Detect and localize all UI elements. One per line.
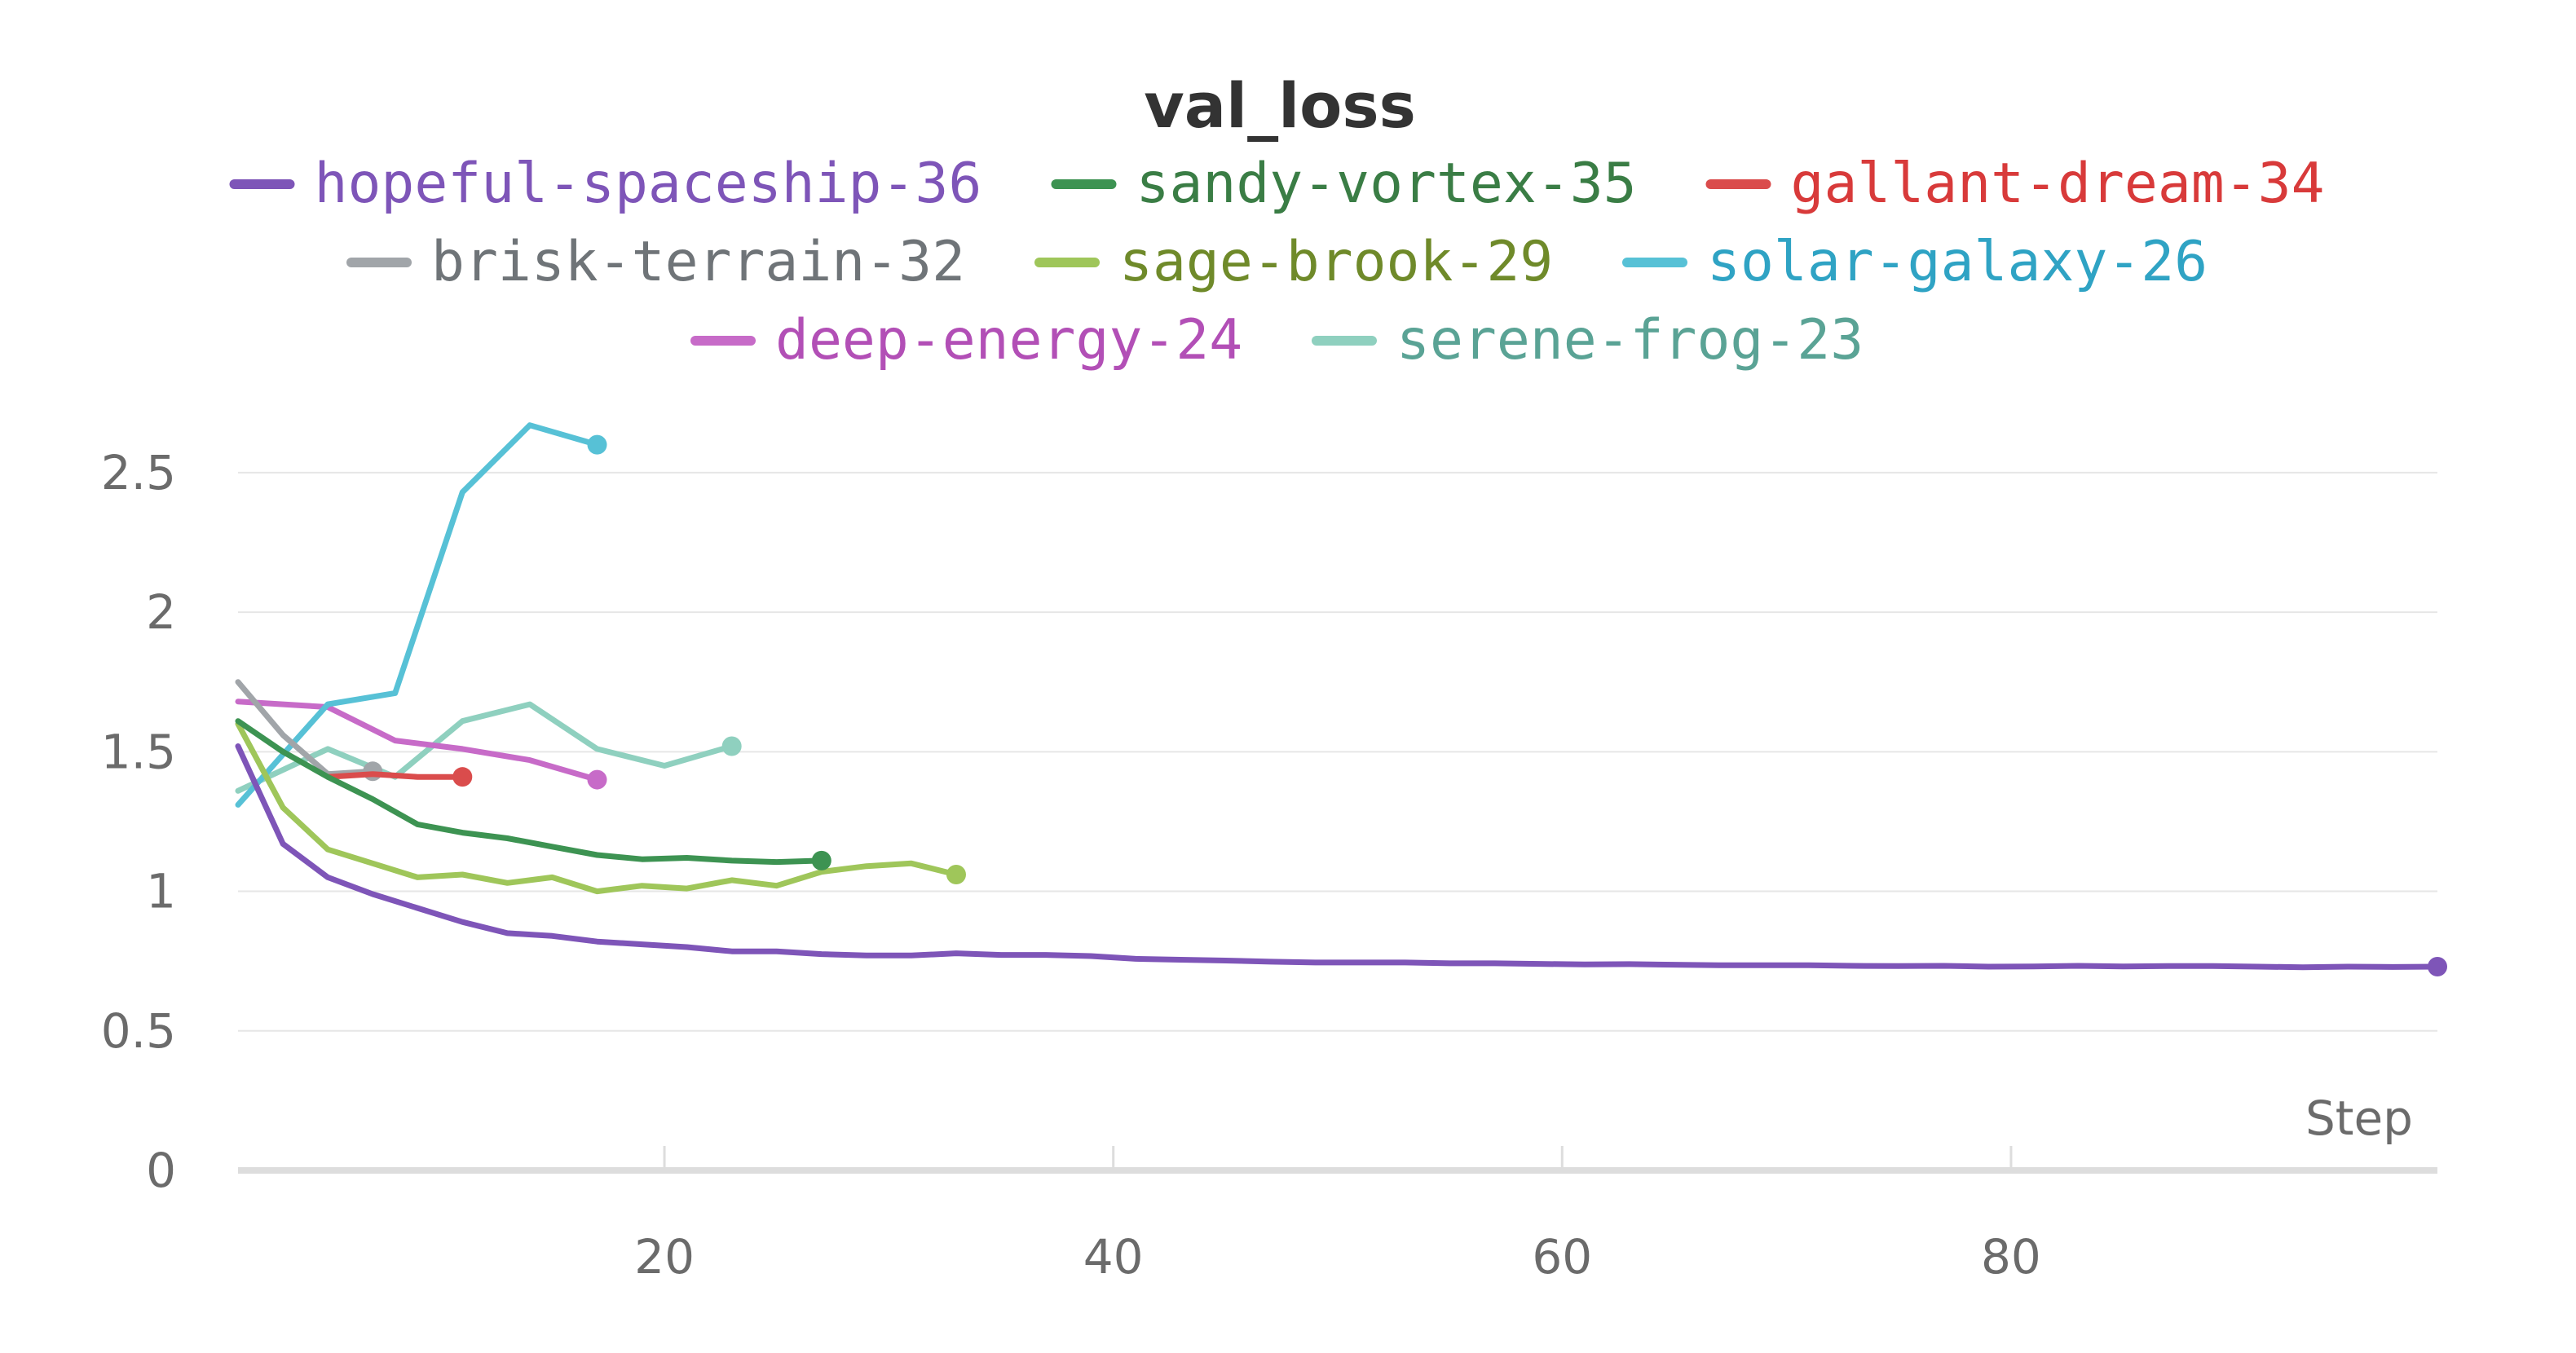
y-tick-label: 1.5 (101, 724, 176, 779)
series-endpoint-solar-galaxy-26 (587, 434, 607, 455)
x-axis-label: Step (2305, 1091, 2413, 1146)
x-tick-label: 80 (1981, 1229, 2041, 1285)
series-endpoint-deep-energy-24 (587, 769, 607, 790)
gridlines (238, 471, 2437, 1032)
series-line-hopeful-spaceship-36 (235, 743, 2441, 971)
y-tick-label: 0 (146, 1143, 176, 1198)
legend: hopeful-spaceship-36 sandy-vortex-35 galla… (229, 152, 2325, 372)
series-line-sage-brook-29 (235, 721, 959, 895)
y-axis-ticks: 0 0.5 1 1.5 2 2.5 (101, 445, 176, 1198)
legend-label: deep-energy-24 (775, 308, 1242, 372)
y-tick-label: 2.5 (101, 445, 176, 500)
legend-label: sage-brook-29 (1119, 230, 1553, 294)
series-line-sandy-vortex-35 (235, 718, 825, 866)
chart-title: val_loss (1144, 69, 1416, 142)
series-line-serene-frog-23 (235, 701, 735, 794)
x-tick-label: 60 (1532, 1229, 1592, 1285)
x-axis: 20 40 60 80 (238, 1146, 2437, 1285)
series-line-deep-energy-24 (235, 699, 600, 783)
series-endpoint-sage-brook-29 (946, 865, 966, 885)
legend-label: serene-frog-23 (1396, 308, 1864, 372)
series-endpoint-gallant-dream-34 (452, 767, 473, 787)
legend-label: hopeful-spaceship-36 (315, 152, 982, 216)
x-tick-label: 20 (634, 1229, 695, 1285)
legend-label: brisk-terrain-32 (431, 230, 965, 294)
legend-label: sandy-vortex-35 (1136, 152, 1637, 216)
legend-label: solar-galaxy-26 (1707, 230, 2208, 294)
x-tick-label: 40 (1083, 1229, 1144, 1285)
series-endpoint-sandy-vortex-35 (811, 850, 831, 870)
y-tick-label: 0.5 (101, 1003, 176, 1059)
y-tick-label: 2 (146, 584, 176, 640)
series-endpoint-serene-frog-23 (721, 736, 742, 756)
series-line-solar-galaxy-26 (235, 422, 600, 808)
series-lines (235, 422, 2447, 977)
series-line-gallant-dream-34 (324, 771, 465, 780)
legend-label: gallant-dream-34 (1791, 152, 2325, 216)
y-tick-label: 1 (146, 864, 176, 919)
series-endpoint-hopeful-spaceship-36 (2428, 957, 2447, 977)
